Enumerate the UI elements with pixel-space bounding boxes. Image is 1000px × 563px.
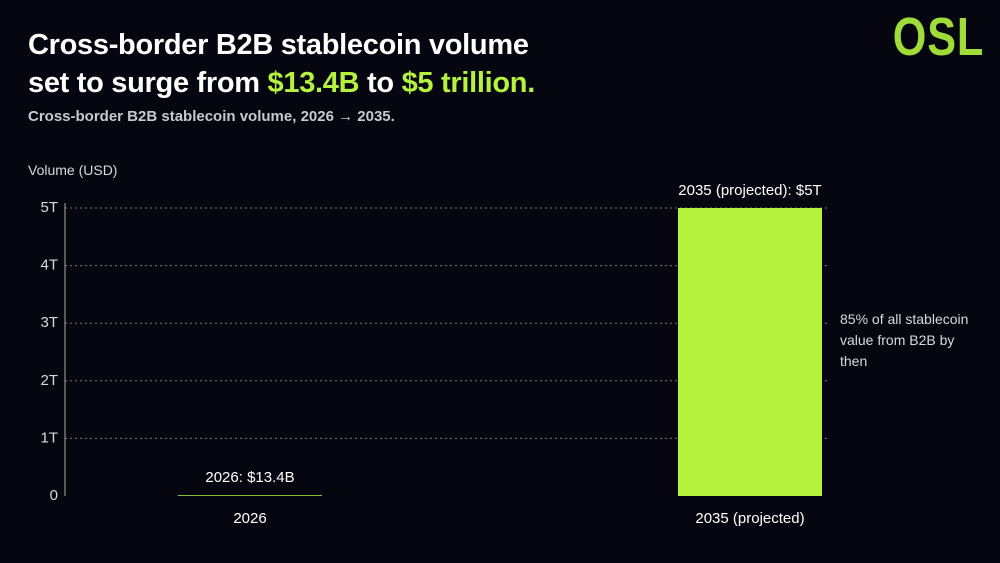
- data-label: 2035 (projected): $5T: [678, 182, 821, 199]
- title-highlight: $13.4B: [267, 67, 360, 99]
- subtitle: Cross-border B2B stablecoin volume, 2026…: [28, 108, 395, 125]
- title-line: set to surge from $13.4B to $5 trillion.: [28, 64, 535, 102]
- y-tick-label: 2T: [40, 372, 58, 389]
- y-tick-label: 0: [50, 487, 58, 504]
- y-tick-label: 1T: [40, 429, 58, 446]
- x-tick-label: 2026: [233, 510, 266, 527]
- title-text: set to surge from: [28, 67, 260, 99]
- title-highlight: $5 trillion.: [401, 67, 536, 99]
- bar: [678, 208, 822, 496]
- bar: [178, 495, 322, 496]
- y-tick-label: 4T: [40, 257, 58, 274]
- chart-title: Cross-border B2B stablecoin volume set t…: [28, 26, 535, 102]
- x-tick-label: 2035 (projected): [695, 510, 804, 527]
- title-line: Cross-border B2B stablecoin volume: [28, 29, 529, 61]
- title-text: to: [367, 67, 394, 99]
- y-tick-label: 5T: [40, 199, 58, 216]
- annotation: 85% of all stablecoin value from B2B by …: [840, 311, 969, 369]
- y-tick-label: 3T: [40, 314, 58, 331]
- y-axis-label: Volume (USD): [28, 162, 118, 178]
- data-label: 2026: $13.4B: [205, 469, 294, 486]
- logo: OSL: [892, 7, 984, 67]
